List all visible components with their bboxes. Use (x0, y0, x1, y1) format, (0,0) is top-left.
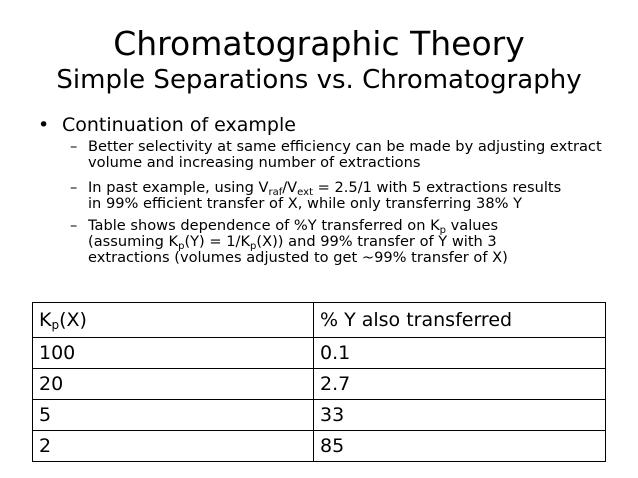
table-cell-percent-y: 0.1 (313, 337, 606, 369)
slide-subtitle: Simple Separations vs. Chromatography (56, 65, 582, 95)
table-row: 2 85 (32, 430, 606, 462)
column-header-kpx: Kp(X) (32, 302, 314, 338)
table-cell-kp: 2 (32, 430, 314, 462)
table-cell-percent-y: 33 (313, 399, 606, 431)
subbullet-text: In past example, using Vraf/Vext = 2.5/1… (88, 179, 562, 212)
subbullet-item: – In past example, using Vraf/Vext = 2.5… (70, 180, 610, 212)
bullet-text: Continuation of example (62, 114, 296, 136)
subbullet-marker: – (70, 138, 78, 155)
subbullet-text: Table shows dependence of %Y transferred… (88, 217, 508, 266)
data-table: Kp(X) % Y also transferred 100 0.1 20 2.… (32, 302, 606, 462)
subbullet-text: Better selectivity at same efficiency ca… (88, 138, 602, 171)
subbullet-marker: – (70, 217, 78, 234)
table-row: 5 33 (32, 399, 606, 431)
table-header-row: Kp(X) % Y also transferred (32, 302, 606, 338)
subbullet-marker: – (70, 179, 78, 196)
subbullet-item: – Table shows dependence of %Y transferr… (70, 218, 610, 266)
subbullet-item: – Better selectivity at same efficiency … (70, 139, 610, 171)
table-cell-percent-y: 2.7 (313, 368, 606, 400)
slide-title: Chromatographic Theory (113, 24, 525, 63)
column-header-percent-y: % Y also transferred (313, 302, 606, 338)
table-cell-kp: 5 (32, 399, 314, 431)
table-row: 20 2.7 (32, 368, 606, 400)
bullet-marker: • (38, 114, 50, 136)
table-cell-kp: 20 (32, 368, 314, 400)
table-cell-kp: 100 (32, 337, 314, 369)
table-cell-percent-y: 85 (313, 430, 606, 462)
table-row: 100 0.1 (32, 337, 606, 369)
bullet-item: • Continuation of example (38, 113, 296, 137)
